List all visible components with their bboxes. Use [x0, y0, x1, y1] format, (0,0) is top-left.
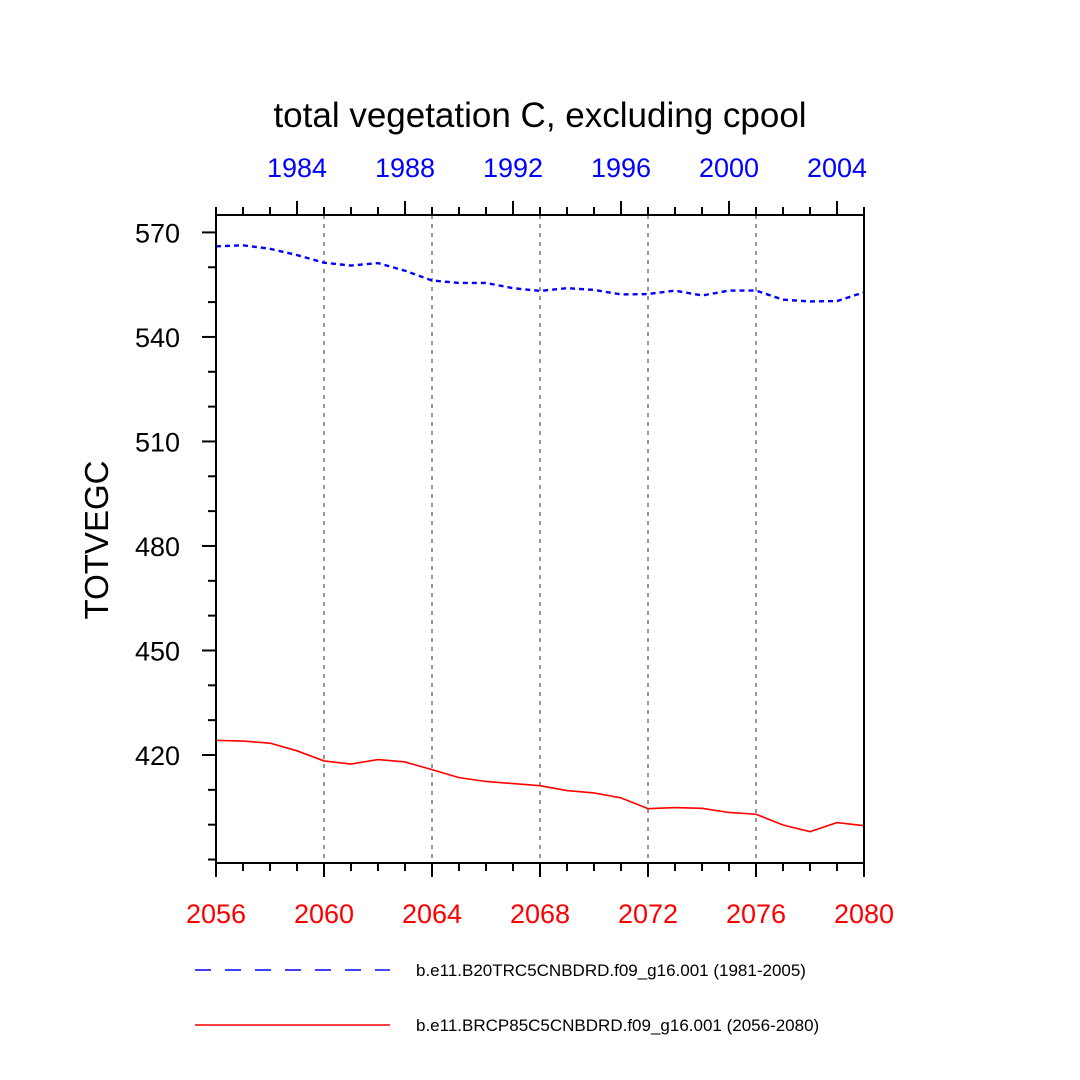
x-top-tick-label: 1996 [591, 153, 651, 183]
legend-label-0: b.e11.B20TRC5CNBDRD.f09_g16.001 (1981-20… [416, 961, 806, 980]
x-top-tick-label: 2000 [699, 153, 759, 183]
chart-title: total vegetation C, excluding cpool [273, 96, 806, 135]
x-bottom-tick-label: 2072 [618, 899, 678, 929]
y-tick-label: 480 [135, 532, 180, 562]
x-bottom-tick-label: 2076 [726, 899, 786, 929]
series-line-1 [215, 739, 865, 833]
x-top-tick-label: 1988 [375, 153, 435, 183]
y-tick-label: 420 [135, 741, 180, 771]
y-axis-label: TOTVEGC [78, 461, 115, 620]
legend: b.e11.B20TRC5CNBDRD.f09_g16.001 (1981-20… [195, 961, 819, 1035]
x-top-tick-label: 1992 [483, 153, 543, 183]
x-top-tick-label: 1984 [267, 153, 327, 183]
y-tick-label: 540 [135, 323, 180, 353]
x-bottom-tick-label: 2056 [186, 899, 246, 929]
x-bottom-tick-label: 2064 [402, 899, 462, 929]
x-bottom-tick-label: 2060 [294, 899, 354, 929]
plot-series [215, 244, 865, 833]
grid-lines [323, 215, 757, 863]
y-tick-label: 570 [135, 218, 180, 248]
y-tick-label: 510 [135, 427, 180, 457]
y-tick-label: 450 [135, 636, 180, 666]
x-top-tick-label: 2004 [807, 153, 867, 183]
legend-label-1: b.e11.BRCP85C5CNBDRD.f09_g16.001 (2056-2… [416, 1016, 819, 1035]
axes: 2056 2060 2064 2068 2072 2076 2080 1984 1988 1992… [135, 153, 894, 929]
x-bottom-tick-label: 2080 [834, 899, 894, 929]
series-line-0 [215, 244, 865, 303]
x-bottom-tick-label: 2068 [510, 899, 570, 929]
